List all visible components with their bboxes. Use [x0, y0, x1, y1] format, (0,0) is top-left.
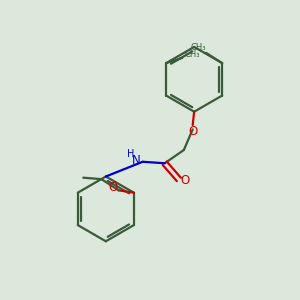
Text: CH₃: CH₃	[185, 50, 200, 59]
Text: N: N	[132, 154, 140, 167]
Text: CH₃: CH₃	[190, 43, 206, 52]
Text: H: H	[127, 148, 134, 158]
Text: O: O	[188, 125, 197, 138]
Text: O: O	[109, 181, 118, 194]
Text: O: O	[180, 174, 189, 188]
